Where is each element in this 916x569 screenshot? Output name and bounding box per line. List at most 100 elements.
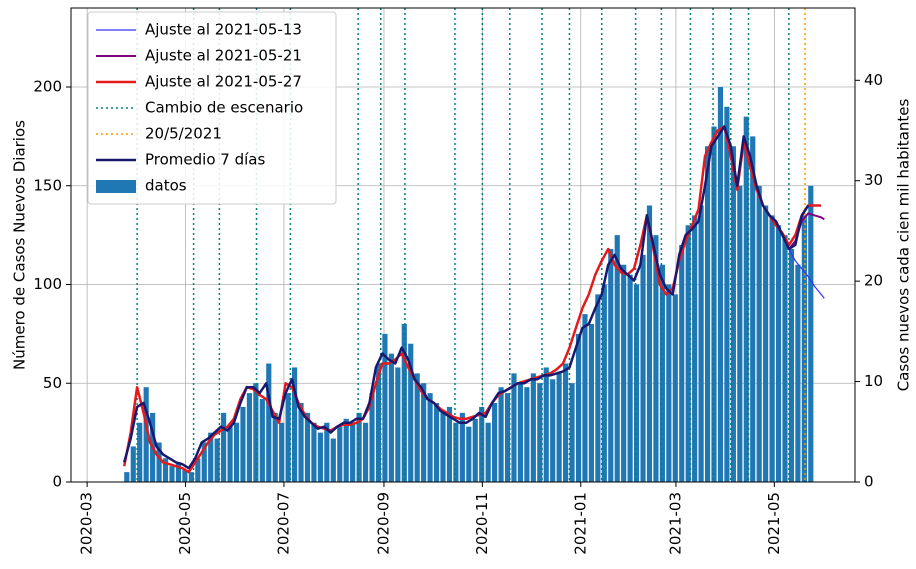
bar [182, 470, 188, 482]
bar [253, 383, 259, 482]
bar [317, 432, 323, 482]
bar [692, 215, 698, 482]
bar [524, 387, 530, 482]
x-tick-label: 2020-05 [176, 492, 194, 555]
bar [472, 418, 478, 482]
bar [550, 379, 556, 482]
x-tick-label: 2020-07 [274, 492, 292, 555]
bar [711, 126, 717, 482]
bar [601, 284, 607, 482]
bar [408, 343, 414, 482]
bar [672, 294, 678, 482]
legend-label: Cambio de escenario [145, 99, 303, 117]
bar [659, 264, 665, 482]
x-tick-label: 2020-11 [473, 492, 491, 555]
bar [292, 367, 298, 482]
bar [679, 245, 685, 482]
bar [633, 284, 640, 482]
bar [414, 373, 420, 482]
bar [324, 422, 330, 482]
bar [446, 406, 453, 482]
y-tick-label: 50 [43, 374, 62, 392]
y-tick-label: 200 [33, 78, 62, 96]
legend-label: Ajuste al 2021-05-27 [145, 73, 302, 91]
bar [175, 462, 182, 482]
bar [311, 422, 317, 482]
y2-tick-label: 20 [864, 272, 883, 290]
line [122, 125, 810, 470]
bar [588, 324, 594, 482]
bar [563, 363, 569, 482]
bar [724, 106, 730, 482]
legend-label: 20/5/2021 [145, 125, 222, 143]
bar [569, 383, 575, 482]
bar [188, 472, 194, 482]
bar [666, 284, 672, 482]
bar [763, 205, 769, 482]
bar [382, 333, 388, 482]
legend-swatch [96, 180, 136, 193]
bar [201, 442, 207, 482]
bar [498, 387, 504, 482]
bar [614, 235, 620, 482]
bar [704, 146, 711, 482]
y2-axis-label: Casos nuevos cada cien mil habitantes [895, 99, 913, 392]
x-tick-label: 2021-01 [571, 492, 589, 555]
bar [246, 393, 252, 482]
bar [356, 412, 362, 482]
bar [756, 185, 762, 482]
bar [169, 466, 175, 482]
bar [459, 412, 465, 482]
bar [337, 426, 343, 482]
y-axis-label: Número de Casos Nuevos Diarios [11, 120, 29, 370]
legend-label: Ajuste al 2021-05-21 [145, 47, 302, 65]
bar [298, 403, 304, 482]
bar [304, 412, 311, 482]
x-tick-label: 2020-09 [374, 492, 392, 555]
bar [453, 422, 459, 482]
bar [137, 422, 143, 482]
bar [440, 412, 446, 482]
bar [575, 333, 582, 482]
line [781, 234, 825, 299]
bar [124, 472, 130, 482]
bar [375, 363, 382, 482]
bar [162, 458, 169, 482]
y2-tick-label: 40 [864, 71, 883, 89]
legend: Ajuste al 2021-05-13 Ajuste al 2021-05-21… [87, 11, 337, 205]
bar [698, 205, 704, 482]
bar [795, 264, 801, 482]
y-tick-label: 0 [52, 473, 62, 491]
y2-tick-label: 30 [864, 171, 883, 189]
bar [427, 393, 433, 482]
bar [433, 403, 440, 482]
bar [775, 225, 782, 482]
bar [640, 254, 646, 482]
y2-tick-label: 0 [864, 473, 874, 491]
bar [279, 422, 285, 482]
y-tick-label: 100 [33, 275, 62, 293]
bar [285, 393, 291, 482]
bar [492, 403, 498, 482]
bar [621, 264, 627, 482]
legend-label: Ajuste al 2021-05-13 [145, 21, 302, 39]
bar [485, 422, 491, 482]
bar [272, 412, 278, 482]
x-tick-label: 2020-03 [78, 492, 96, 555]
bar [143, 387, 149, 482]
bar [350, 422, 356, 482]
bar [130, 446, 136, 482]
bar [511, 373, 517, 482]
y-tick-label: 150 [33, 176, 62, 194]
bar [737, 185, 743, 482]
bar [556, 373, 562, 482]
bar [156, 442, 162, 482]
plot-frame [70, 7, 856, 483]
bar [782, 235, 788, 482]
bar [195, 458, 201, 482]
bar [208, 432, 214, 482]
bar [717, 87, 724, 482]
bar [504, 393, 511, 482]
legend-label: datos [145, 177, 187, 195]
bar [221, 412, 227, 482]
